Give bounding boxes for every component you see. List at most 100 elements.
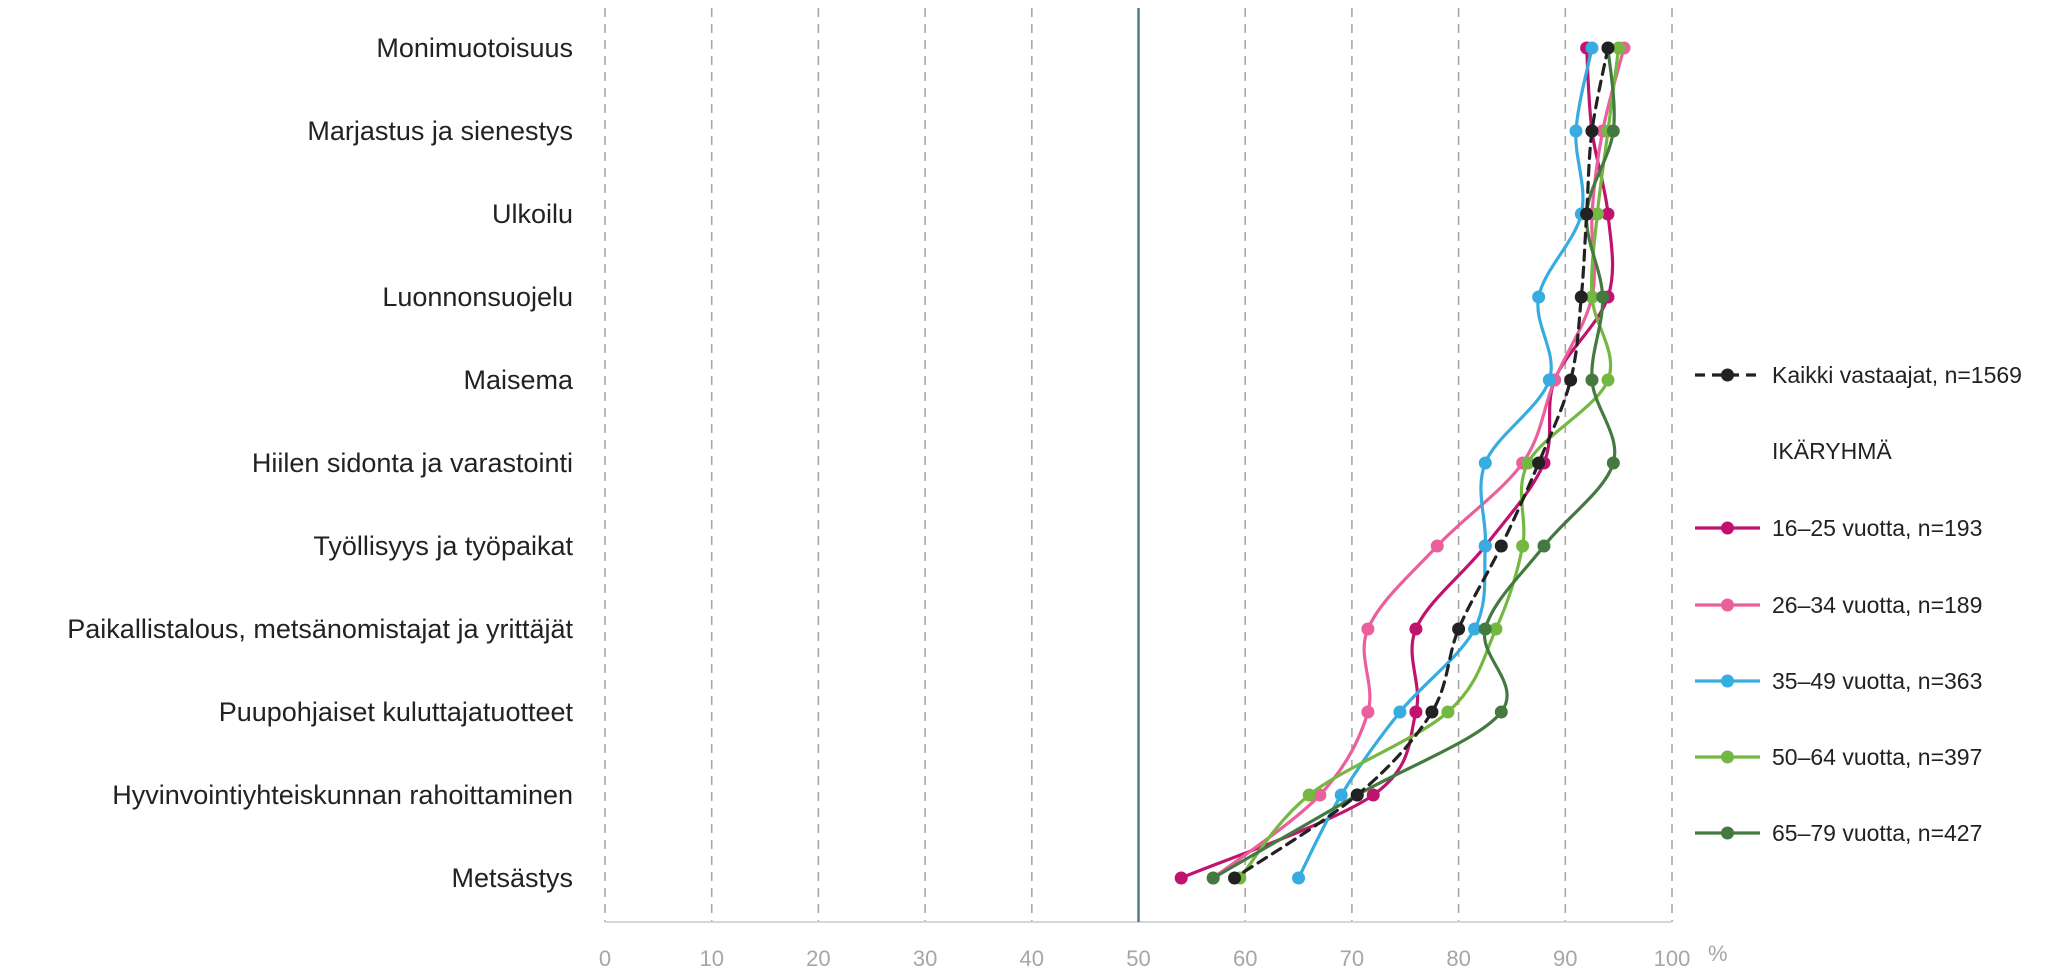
x-tick-label-50: 50 [1126, 946, 1150, 967]
data-point [1537, 539, 1551, 553]
data-point [1601, 41, 1615, 55]
data-point [1585, 290, 1599, 304]
x-tick-label-20: 20 [806, 946, 830, 967]
series-5 [1206, 41, 1620, 885]
x-tick-label-40: 40 [1020, 946, 1044, 967]
data-point [1302, 788, 1316, 802]
category-label: Paikallistalous, metsänomistajat ja yrit… [67, 614, 573, 644]
category-label: Ulkoilu [492, 199, 573, 229]
series-0 [1228, 41, 1615, 885]
data-point [1532, 290, 1546, 304]
data-point [1585, 124, 1599, 138]
data-point [1425, 705, 1439, 719]
series-3 [1292, 41, 1599, 885]
data-point [1361, 705, 1375, 719]
legend-item: 16–25 vuotta, n=193 [1695, 515, 1982, 541]
data-point [1585, 373, 1599, 387]
data-point [1542, 373, 1556, 387]
category-label: Työllisyys ja työpaikat [313, 531, 573, 561]
legend-item: 26–34 vuotta, n=189 [1695, 592, 1982, 618]
legend-swatch-marker [1721, 521, 1734, 535]
data-point [1494, 539, 1508, 553]
legend-group-title: IKÄRYHMÄ [1772, 438, 1892, 464]
x-axis-unit: % [1708, 941, 1728, 966]
data-point [1409, 705, 1423, 719]
legend-label: 26–34 vuotta, n=189 [1772, 592, 1982, 618]
data-point [1350, 788, 1364, 802]
data-point [1489, 622, 1503, 636]
data-point [1516, 539, 1530, 553]
data-point [1585, 41, 1599, 55]
category-label: Luonnonsuojelu [382, 282, 573, 312]
data-point [1601, 373, 1615, 387]
series-line [1232, 46, 1610, 880]
series-2 [1206, 41, 1631, 885]
series-line [1211, 46, 1626, 880]
data-point [1532, 456, 1546, 470]
data-point [1313, 788, 1327, 802]
legend-item: Kaikki vastaajat, n=1569 [1695, 362, 2022, 388]
series-layer [1174, 41, 1631, 885]
x-tick-label-60: 60 [1233, 946, 1257, 967]
data-point [1521, 456, 1535, 470]
data-point [1366, 788, 1380, 802]
legend-label: 16–25 vuotta, n=193 [1772, 515, 1982, 541]
x-tick-label-90: 90 [1553, 946, 1577, 967]
legend-swatch-marker [1721, 368, 1734, 382]
data-point [1361, 622, 1375, 636]
legend-label: Kaikki vastaajat, n=1569 [1772, 362, 2022, 388]
data-point [1606, 124, 1620, 138]
x-tick-label-70: 70 [1340, 946, 1364, 967]
data-point [1441, 705, 1455, 719]
data-point [1596, 290, 1610, 304]
x-axis-tick-labels: 0 10 20 30 40 50 60 70 80 90 100% [599, 941, 1728, 967]
data-point [1393, 705, 1407, 719]
legend-item: 65–79 vuotta, n=427 [1695, 820, 1982, 846]
category-labels: Monimuotoisuus Marjastus ja sienestys Ulko… [67, 33, 574, 893]
x-tick-label-0: 0 [599, 946, 611, 967]
category-label: Hiilen sidonta ja varastointi [252, 448, 573, 478]
data-point [1228, 871, 1242, 885]
legend-swatch-marker [1721, 826, 1734, 840]
series-line [1179, 46, 1615, 880]
data-point [1174, 871, 1188, 885]
data-point [1569, 124, 1583, 138]
x-tick-label-10: 10 [699, 946, 723, 967]
data-point [1494, 705, 1508, 719]
data-point [1564, 373, 1578, 387]
legend-label: 65–79 vuotta, n=427 [1772, 820, 1982, 846]
category-label: Monimuotoisuus [376, 33, 573, 63]
series-line [1238, 46, 1621, 880]
data-point [1334, 788, 1348, 802]
category-label: Hyvinvointiyhteiskunnan rahoittaminen [112, 780, 573, 810]
data-point [1452, 622, 1466, 636]
x-tick-label-100: 100 [1654, 946, 1691, 967]
legend-swatch-marker [1721, 750, 1734, 764]
legend-label: 35–49 vuotta, n=363 [1772, 668, 1982, 694]
legend-item: 50–64 vuotta, n=397 [1695, 744, 1982, 770]
x-tick-label-80: 80 [1446, 946, 1470, 967]
data-point [1292, 871, 1306, 885]
data-point [1606, 456, 1620, 470]
category-label: Marjastus ja sienestys [307, 116, 573, 146]
data-point [1430, 539, 1444, 553]
data-point [1478, 622, 1492, 636]
legend: Kaikki vastaajat, n=1569 16–25 vuotta, n=… [1695, 362, 2022, 846]
grid-lines [604, 8, 1673, 923]
data-point [1601, 207, 1615, 221]
data-point [1468, 622, 1482, 636]
data-point [1580, 207, 1594, 221]
category-label: Puupohjaiset kuluttajatuotteet [219, 697, 574, 727]
data-point [1409, 622, 1423, 636]
data-point [1574, 290, 1588, 304]
category-label: Maisema [463, 365, 574, 395]
data-point [1612, 41, 1626, 55]
data-point [1478, 539, 1492, 553]
x-tick-label-30: 30 [913, 946, 937, 967]
legend-swatch-marker [1721, 674, 1734, 688]
legend-label: 50–64 vuotta, n=397 [1772, 744, 1982, 770]
data-point [1206, 871, 1220, 885]
series-line [1211, 46, 1617, 880]
category-label: Metsästys [451, 863, 573, 893]
